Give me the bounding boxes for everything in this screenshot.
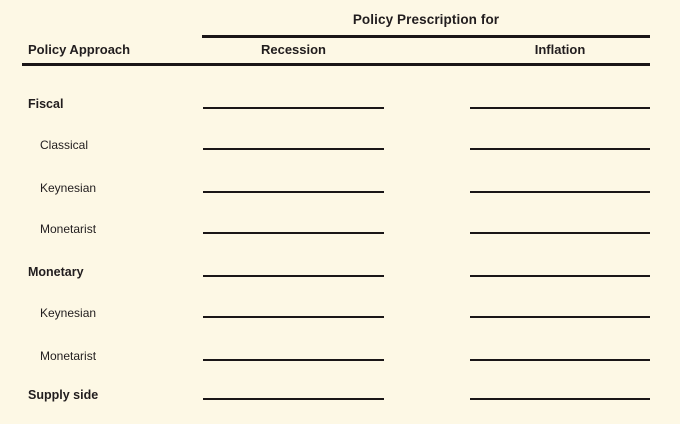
column-header-recession: Recession (260, 42, 327, 57)
table-row-fiscal-keynesian: Keynesian (0, 171, 680, 195)
recession-blank-line (203, 398, 384, 400)
recession-blank-line (203, 359, 384, 361)
column-header-inflation: Inflation (534, 42, 586, 57)
row-label: Monetarist (40, 222, 97, 236)
row-label: Classical (40, 138, 89, 152)
inflation-blank-line (470, 275, 650, 277)
table-row-fiscal-monetarist: Monetarist (0, 212, 680, 236)
row-label: Keynesian (40, 306, 97, 320)
recession-blank-line (203, 191, 384, 193)
recession-blank-line (203, 316, 384, 318)
row-label: Fiscal (28, 97, 64, 111)
prescription-spanner-rule (202, 35, 650, 38)
inflation-blank-line (470, 191, 650, 193)
table-row-fiscal: Fiscal (0, 87, 680, 111)
recession-blank-line (203, 107, 384, 109)
row-label: Monetary (28, 265, 84, 279)
recession-blank-line (203, 232, 384, 234)
table-title: Policy Prescription for (352, 12, 500, 27)
recession-blank-line (203, 148, 384, 150)
row-label: Supply side (28, 388, 99, 402)
inflation-blank-line (470, 107, 650, 109)
recession-blank-line (203, 275, 384, 277)
table-row-supply-side: Supply side (0, 378, 680, 402)
table-row-fiscal-classical: Classical (0, 128, 680, 152)
inflation-blank-line (470, 359, 650, 361)
inflation-blank-line (470, 148, 650, 150)
inflation-blank-line (470, 232, 650, 234)
row-label: Keynesian (40, 181, 97, 195)
table-row-monetary: Monetary (0, 255, 680, 279)
header-rule (22, 63, 650, 66)
row-label: Monetarist (40, 349, 97, 363)
inflation-blank-line (470, 398, 650, 400)
column-header-policy-approach: Policy Approach (28, 42, 131, 57)
inflation-blank-line (470, 316, 650, 318)
table-row-monetary-monetarist: Monetarist (0, 339, 680, 363)
table-row-monetary-keynesian: Keynesian (0, 296, 680, 320)
